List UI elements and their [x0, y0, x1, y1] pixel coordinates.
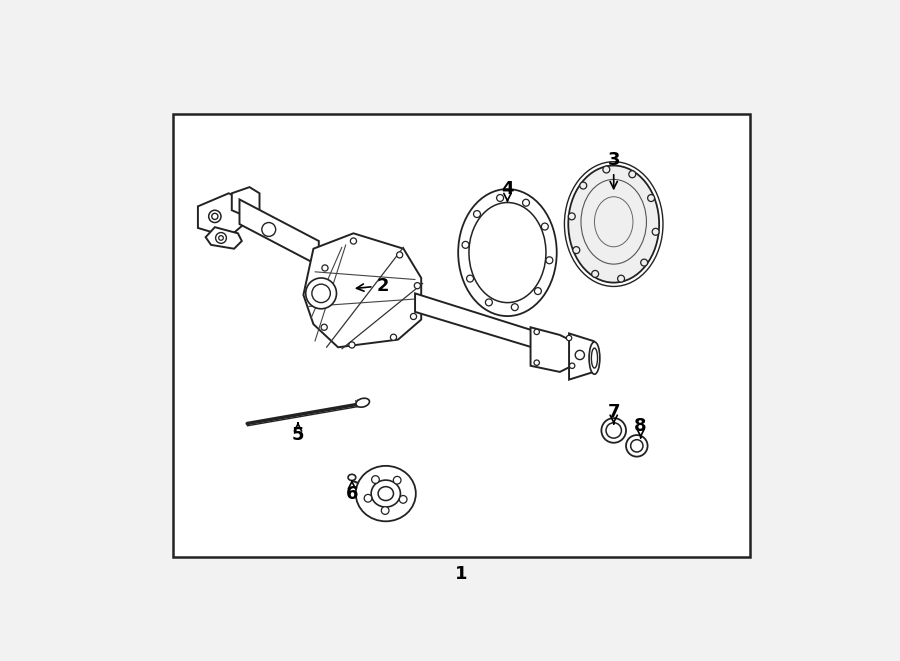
Circle shape: [523, 199, 529, 206]
Circle shape: [546, 257, 553, 264]
Ellipse shape: [590, 342, 599, 374]
Circle shape: [601, 418, 626, 443]
Circle shape: [641, 259, 648, 266]
Circle shape: [216, 233, 227, 243]
Circle shape: [570, 363, 575, 368]
Ellipse shape: [378, 486, 393, 500]
Circle shape: [629, 171, 635, 178]
Polygon shape: [569, 333, 594, 379]
Circle shape: [372, 476, 379, 483]
Circle shape: [534, 329, 539, 334]
Circle shape: [466, 275, 473, 282]
Polygon shape: [232, 187, 259, 218]
Circle shape: [652, 228, 659, 235]
Circle shape: [568, 213, 575, 220]
Circle shape: [566, 335, 572, 340]
Polygon shape: [303, 233, 421, 347]
Circle shape: [322, 265, 328, 271]
Text: 2: 2: [356, 277, 389, 295]
Circle shape: [606, 423, 621, 438]
Circle shape: [382, 507, 389, 514]
Ellipse shape: [356, 399, 370, 407]
Ellipse shape: [348, 475, 356, 481]
Circle shape: [462, 241, 469, 249]
Circle shape: [485, 299, 492, 306]
Circle shape: [397, 252, 402, 258]
Circle shape: [575, 350, 584, 360]
Circle shape: [393, 477, 401, 484]
Text: 3: 3: [608, 151, 620, 188]
Circle shape: [350, 238, 356, 244]
Circle shape: [511, 303, 518, 311]
Circle shape: [312, 284, 330, 303]
Text: 5: 5: [292, 423, 304, 444]
Circle shape: [631, 440, 643, 452]
Circle shape: [364, 494, 372, 502]
Circle shape: [262, 223, 275, 237]
Circle shape: [617, 275, 625, 282]
Text: 7: 7: [608, 403, 620, 424]
Ellipse shape: [469, 202, 546, 303]
Text: 8: 8: [634, 417, 647, 438]
Circle shape: [321, 324, 328, 330]
Circle shape: [391, 334, 397, 340]
Ellipse shape: [356, 466, 416, 522]
Polygon shape: [205, 227, 242, 249]
Ellipse shape: [591, 348, 598, 368]
Text: 6: 6: [346, 481, 358, 502]
Circle shape: [473, 211, 481, 217]
Circle shape: [603, 166, 610, 173]
Ellipse shape: [568, 165, 659, 283]
Circle shape: [349, 342, 355, 348]
Ellipse shape: [371, 480, 400, 507]
Circle shape: [497, 194, 504, 202]
Circle shape: [573, 247, 580, 254]
Circle shape: [410, 313, 417, 319]
Circle shape: [209, 210, 221, 223]
Circle shape: [591, 270, 599, 278]
Circle shape: [542, 223, 548, 230]
Polygon shape: [239, 200, 319, 266]
Circle shape: [626, 435, 648, 457]
Ellipse shape: [458, 189, 557, 316]
Circle shape: [219, 235, 223, 240]
Polygon shape: [198, 193, 244, 237]
Circle shape: [534, 360, 539, 366]
Polygon shape: [415, 293, 542, 350]
Circle shape: [400, 496, 407, 503]
Circle shape: [535, 288, 542, 295]
Circle shape: [212, 214, 218, 219]
Bar: [173, 114, 750, 557]
Polygon shape: [530, 327, 579, 372]
Text: 4: 4: [501, 180, 514, 201]
Text: 1: 1: [455, 564, 467, 582]
Circle shape: [580, 182, 587, 189]
Circle shape: [306, 278, 337, 309]
Circle shape: [648, 194, 654, 202]
Circle shape: [414, 283, 420, 289]
